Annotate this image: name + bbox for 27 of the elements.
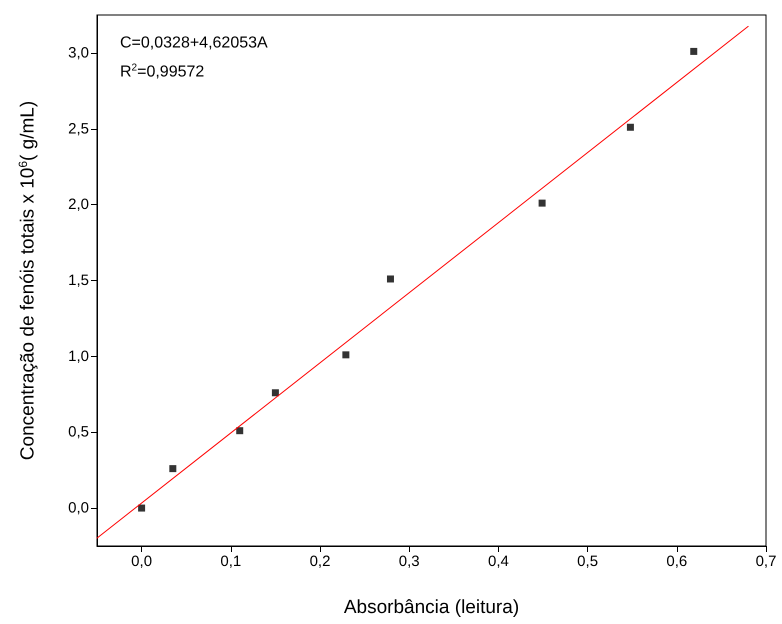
point: [690, 48, 698, 55]
point: [272, 389, 279, 396]
x-tick-label: 0,7: [756, 553, 776, 570]
point: [236, 427, 244, 434]
point: [169, 465, 176, 472]
annotation: C=0,0328+4,62053A: [120, 34, 268, 52]
x-tick-label: 0,5: [577, 553, 598, 570]
x-tick-label: 0,6: [666, 553, 688, 570]
y-tick-label: 2,5: [68, 120, 89, 138]
y-tick-label: 2,0: [68, 196, 89, 214]
point: [386, 275, 394, 282]
y-axis-title: Concentração de fenóis totais x 106( g/mL): [16, 100, 38, 460]
x-tick-label: 0,4: [488, 553, 509, 570]
y-tick-label: 0,5: [68, 424, 89, 441]
y-tick-label: 3,0: [68, 44, 89, 62]
point: [538, 200, 546, 207]
x-tick-label: 0,1: [220, 553, 242, 570]
point: [626, 124, 634, 131]
point: [342, 351, 350, 358]
x-tick-label: 0,3: [398, 553, 420, 570]
y-tick-label: 1,0: [68, 348, 89, 365]
y-tick-label: 1,5: [68, 272, 89, 289]
y-tick-label: 0,0: [68, 500, 89, 517]
x-axis-title: Absorbância (leitura): [344, 597, 520, 618]
point: [138, 504, 146, 512]
x-tick-label: 0,0: [131, 553, 152, 570]
x-tick-label: 0,2: [310, 553, 330, 570]
